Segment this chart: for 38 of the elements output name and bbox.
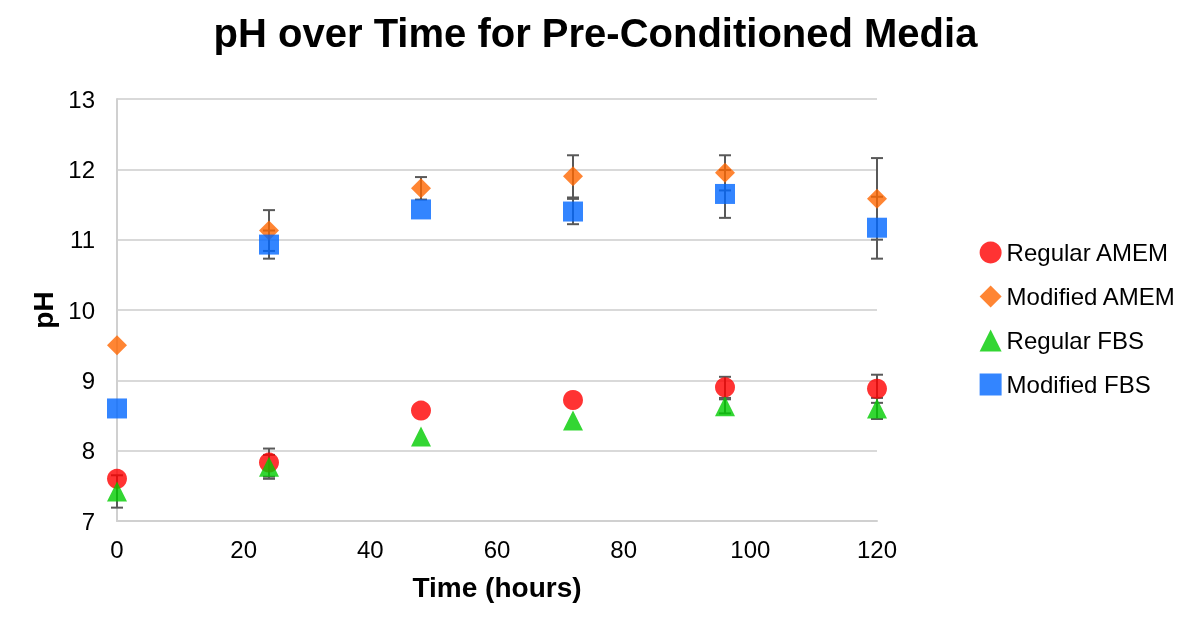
point: [411, 426, 431, 447]
point: [563, 166, 583, 187]
legend-label: Regular AMEM: [1006, 239, 1169, 266]
chart-title: pH over Time for Pre-Conditioned Media: [213, 11, 979, 55]
point: [715, 183, 735, 204]
point: [867, 378, 887, 399]
legend-label: Modified AMEM: [1006, 283, 1175, 310]
y-tick-label: 13: [68, 85, 95, 113]
point: [563, 201, 583, 222]
x-tick-label: 120: [856, 535, 898, 563]
legend-label: Modified FBS: [1006, 371, 1151, 398]
point: [867, 217, 887, 238]
point: [563, 410, 583, 431]
y-tick-label: 8: [81, 437, 95, 465]
point: [715, 162, 735, 183]
legend-label: Regular FBS: [1006, 327, 1145, 354]
x-tick-label: 20: [230, 535, 258, 563]
y-tick-label: 9: [81, 366, 95, 394]
point: [107, 398, 127, 419]
x-axis-title: Time (hours): [412, 571, 582, 603]
y-tick-label: 12: [68, 155, 95, 183]
x-tick-label: 40: [356, 535, 384, 563]
point: [107, 335, 127, 356]
x-tick-label: 80: [610, 535, 638, 563]
point: [867, 188, 887, 209]
point: [107, 468, 127, 489]
point: [411, 199, 431, 220]
point: [259, 234, 279, 255]
point: [563, 390, 583, 411]
point: [107, 481, 127, 502]
point: [411, 400, 431, 421]
y-tick-label: 7: [81, 507, 95, 535]
y-tick-label: 11: [70, 226, 95, 254]
y-axis-title: pH: [27, 291, 59, 329]
x-tick-label: 0: [110, 535, 124, 563]
x-tick-label: 100: [730, 535, 771, 563]
x-tick-label: 60: [483, 535, 511, 563]
y-tick-label: 10: [68, 296, 95, 324]
